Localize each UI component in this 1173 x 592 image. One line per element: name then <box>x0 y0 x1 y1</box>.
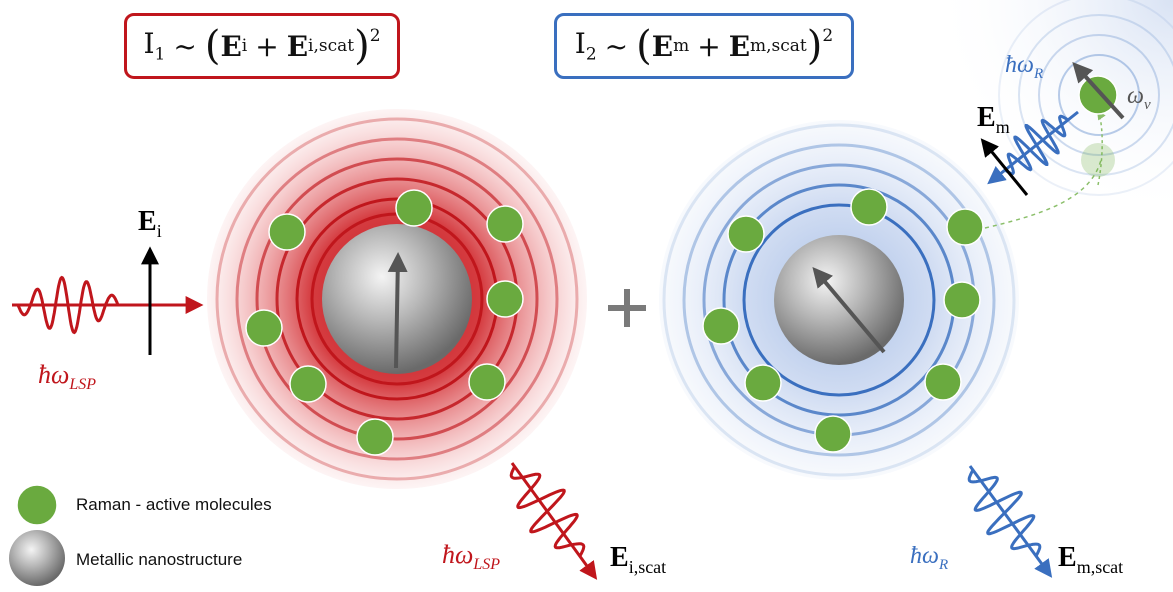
eq2-close-paren: ) <box>806 23 823 69</box>
eq1-field-b: E <box>286 29 309 63</box>
eq1-field-a-sub: i <box>241 36 248 56</box>
eq2-intensity: I2 <box>574 27 597 65</box>
omega-v-label: ων <box>1127 83 1151 113</box>
e-m-arrow <box>980 138 1029 196</box>
scattered-wave-left-oscillation <box>509 465 586 557</box>
molecule <box>289 365 327 403</box>
hw-lsp-scat-label: ħωLSP <box>442 540 500 573</box>
molecule <box>486 280 524 318</box>
eq1-intensity: I1 <box>143 27 166 65</box>
eq2-field-b-sub: m,scat <box>750 36 807 56</box>
molecule <box>814 415 852 453</box>
raman-emission-oscillation <box>1004 114 1069 176</box>
legend-metal-swatch <box>9 530 65 586</box>
eq1-close-paren: ) <box>354 23 370 69</box>
legend-raman-label: Raman - active molecules <box>76 495 272 514</box>
molecule <box>744 364 782 402</box>
hw-lsp-incident-label: ħωLSP <box>38 360 96 393</box>
e-incident-label: Ei <box>138 206 162 241</box>
dipole-arrow-right <box>812 266 886 354</box>
molecule-ghost <box>1081 143 1115 177</box>
eq2-plus: + <box>697 29 721 63</box>
scattered-wave-right-oscillation <box>967 469 1042 557</box>
molecule <box>702 307 740 345</box>
molecule <box>356 418 394 456</box>
e-m-label: Em <box>977 102 1010 137</box>
molecule <box>727 215 765 253</box>
hw-r-top-label: ħωR <box>1005 52 1043 82</box>
eq2-field-a-sub: m <box>673 36 690 56</box>
molecule <box>268 213 306 251</box>
dipole-arrow-left <box>387 252 408 369</box>
eq2-field-a: E <box>651 29 674 63</box>
plus-sign-shape <box>608 289 646 327</box>
raman-molecules-right <box>702 188 984 453</box>
molecule <box>468 363 506 401</box>
vibrating-molecule <box>1078 75 1118 115</box>
raman-emission-wave <box>980 110 1079 196</box>
eq1-sim: ~ <box>173 29 197 63</box>
eq2-exponent: 2 <box>822 26 834 46</box>
eq1-exponent: 2 <box>369 26 381 46</box>
eq1-field-b-sub: i,scat <box>308 36 355 56</box>
molecule-dipole-arrow <box>1072 62 1125 120</box>
eq2-open-paren: ( <box>636 23 652 69</box>
e-mscat-label: Em,scat <box>1058 542 1123 577</box>
eq2-sim: ~ <box>604 29 629 63</box>
scattered-wave-right <box>967 465 1053 578</box>
eq1-open-paren: ( <box>204 23 221 69</box>
raman-molecules-left <box>245 189 524 456</box>
molecule <box>946 208 984 246</box>
eq1-field-a: E <box>220 29 242 63</box>
molecule-trajectory <box>984 159 1102 229</box>
molecule <box>245 309 283 347</box>
corner-field-arcs <box>998 0 1173 196</box>
e-iscat-label: Ei,scat <box>610 542 666 577</box>
molecule <box>943 281 981 319</box>
incident-wave-oscillation <box>16 275 120 335</box>
legend-molecule-swatch <box>16 484 58 526</box>
molecule <box>924 363 962 401</box>
molecule <box>395 189 433 227</box>
eq1-plus: + <box>255 29 279 63</box>
molecule <box>850 188 888 226</box>
eq2-field-b: E <box>728 29 751 63</box>
incident-wave <box>12 246 204 355</box>
legend-metal-label: Metallic nanostructure <box>76 550 243 569</box>
hw-r-bottom-label: ħωR <box>910 543 948 573</box>
scattered-wave-left <box>509 462 598 580</box>
molecule <box>486 205 524 243</box>
